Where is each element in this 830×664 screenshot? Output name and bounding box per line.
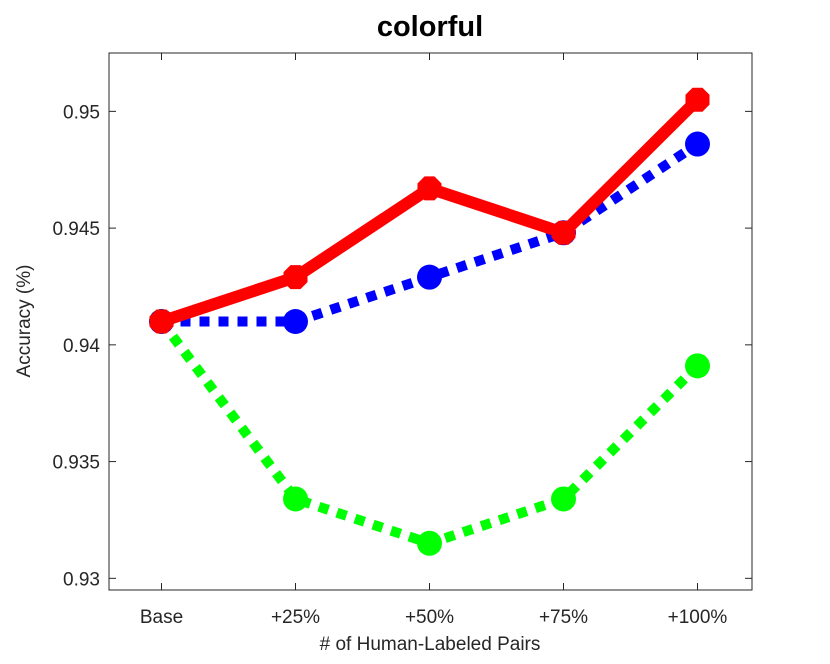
chart-title: colorful [377, 11, 483, 43]
x-tick-label: +75% [539, 607, 588, 628]
data-point [551, 486, 576, 512]
data-point [283, 486, 308, 512]
y-axis-label: Accuracy (%) [14, 265, 35, 378]
x-tick-label: Base [140, 607, 183, 628]
data-point [685, 353, 710, 379]
y-tick-label: 0.94 [63, 336, 100, 357]
data-point [551, 220, 576, 245]
data-point [417, 264, 442, 290]
data-point [685, 87, 710, 112]
data-point [283, 309, 308, 334]
x-tick-label: +50% [405, 607, 454, 628]
x-tick-label: +100% [668, 607, 728, 628]
plot-background [109, 53, 752, 590]
y-tick-label: 0.95 [63, 102, 100, 123]
y-tick-label: 0.945 [52, 219, 100, 240]
x-tick-label: +25% [271, 607, 320, 628]
series-0 [149, 87, 710, 334]
data-point [417, 530, 442, 556]
plot-frame [108, 52, 753, 591]
series-layer [149, 87, 710, 556]
data-point [283, 265, 308, 290]
data-point [685, 131, 710, 157]
y-tick-label: 0.935 [52, 453, 100, 474]
x-axis-label: # of Human-Labeled Pairs [320, 634, 541, 655]
y-tick-label: 0.93 [63, 569, 100, 590]
axis-layer: 0.93 0.935 0.94 0.945 0.95 Base +25% +50% +75% +1… [52, 53, 752, 628]
data-point [417, 176, 442, 201]
data-point [149, 309, 174, 334]
